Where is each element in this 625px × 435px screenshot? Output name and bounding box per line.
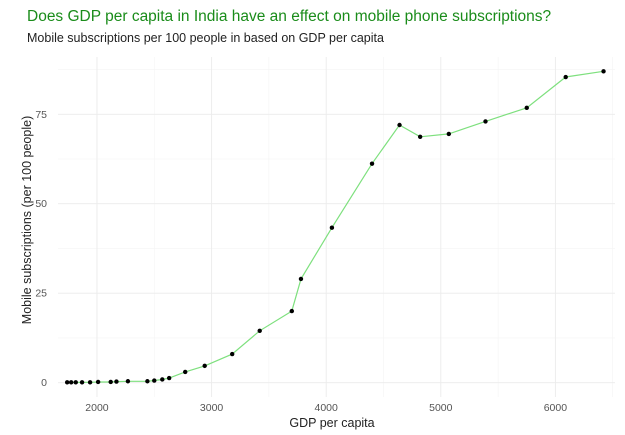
data-point bbox=[298, 276, 304, 282]
y-axis-title: Mobile subscriptions (per 100 people) bbox=[20, 116, 34, 324]
data-point bbox=[125, 379, 131, 384]
data-point bbox=[79, 380, 85, 385]
data-point bbox=[329, 225, 335, 230]
data-point bbox=[417, 134, 423, 140]
data-point bbox=[95, 379, 101, 385]
data-point bbox=[183, 369, 188, 375]
x-tick-label: 6000 bbox=[544, 402, 568, 414]
y-tick-label: 75 bbox=[35, 109, 47, 121]
data-point bbox=[68, 380, 74, 385]
x-tick-labels: 2000 3000 4000 5000 6000 bbox=[85, 402, 567, 414]
series-line bbox=[67, 70, 604, 383]
data-point bbox=[483, 119, 488, 124]
y-tick-label: 50 bbox=[35, 198, 47, 210]
x-tick-label: 5000 bbox=[429, 402, 453, 414]
data-point bbox=[257, 328, 262, 333]
data-point bbox=[160, 377, 165, 382]
y-tick-labels: 0 25 50 75 bbox=[35, 109, 47, 389]
data-point bbox=[230, 351, 235, 357]
y-tick-label: 0 bbox=[41, 377, 47, 389]
data-point bbox=[108, 379, 113, 385]
grid-lines bbox=[58, 57, 615, 397]
data-point bbox=[369, 161, 375, 166]
data-point bbox=[64, 380, 70, 385]
data-point bbox=[73, 380, 78, 385]
data-point bbox=[446, 131, 452, 137]
data-point bbox=[202, 363, 207, 369]
data-point bbox=[152, 378, 157, 383]
series-points bbox=[64, 69, 606, 385]
x-tick-label: 2000 bbox=[85, 402, 109, 414]
data-point bbox=[289, 308, 295, 314]
data-point bbox=[601, 69, 606, 74]
data-point bbox=[87, 380, 93, 385]
data-point bbox=[563, 74, 568, 80]
data-point bbox=[166, 375, 172, 381]
x-tick-label: 3000 bbox=[200, 402, 224, 414]
y-tick-label: 25 bbox=[35, 288, 47, 300]
x-tick-label: 4000 bbox=[315, 402, 339, 414]
data-point bbox=[114, 379, 119, 384]
chart-subtitle: Mobile subscriptions per 100 people in b… bbox=[27, 31, 384, 45]
x-axis-title: GDP per capita bbox=[289, 416, 374, 430]
chart-title: Does GDP per capita in India have an eff… bbox=[27, 8, 552, 25]
data-point bbox=[524, 105, 529, 111]
data-point bbox=[397, 122, 402, 128]
data-point bbox=[145, 379, 150, 384]
